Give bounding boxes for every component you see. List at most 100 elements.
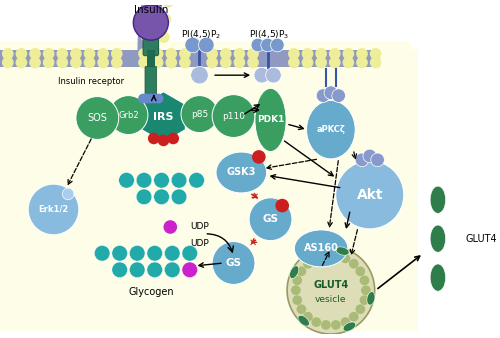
Text: GLUT4: GLUT4 [313,281,348,290]
Circle shape [138,48,150,59]
Circle shape [356,266,365,276]
Circle shape [324,86,338,99]
Circle shape [254,67,270,83]
Circle shape [336,161,404,229]
Circle shape [316,89,330,102]
Text: GS: GS [262,214,278,224]
Text: Glycogen: Glycogen [128,287,174,297]
Circle shape [172,172,187,188]
Text: aPKCζ: aPKCζ [316,125,346,134]
Circle shape [234,57,245,68]
FancyBboxPatch shape [0,41,412,329]
Text: p110: p110 [222,112,245,121]
Circle shape [182,262,198,277]
Circle shape [291,285,300,295]
Text: UDP: UDP [190,239,208,248]
Circle shape [179,48,190,59]
Circle shape [288,57,300,68]
Polygon shape [138,0,418,50]
Circle shape [329,48,340,59]
Circle shape [276,199,289,212]
Circle shape [62,188,74,200]
Circle shape [111,57,122,68]
Circle shape [154,94,164,103]
Circle shape [179,57,190,68]
Circle shape [189,172,204,188]
Text: PI(4,5)P$_2$: PI(4,5)P$_2$ [182,28,222,41]
Circle shape [182,245,198,261]
Circle shape [292,295,302,305]
Circle shape [150,94,160,103]
Ellipse shape [430,264,446,291]
Text: vesicle: vesicle [315,295,346,305]
Circle shape [2,57,14,68]
Ellipse shape [343,322,355,331]
Text: Erk1/2: Erk1/2 [38,205,68,214]
Circle shape [29,57,41,68]
Circle shape [342,48,354,59]
Circle shape [164,262,180,277]
Circle shape [158,31,170,43]
Circle shape [136,189,152,204]
Circle shape [29,48,41,59]
Circle shape [111,48,122,59]
Circle shape [172,189,187,204]
Circle shape [355,153,369,167]
Circle shape [158,135,170,146]
Circle shape [303,259,313,269]
Circle shape [76,97,118,139]
Circle shape [302,48,314,59]
Circle shape [185,37,200,53]
Text: p85: p85 [191,110,208,119]
Circle shape [212,242,255,284]
Circle shape [138,94,148,103]
Ellipse shape [290,266,299,279]
Text: PI(4,5)P$_3$: PI(4,5)P$_3$ [250,28,290,41]
Circle shape [16,57,27,68]
Circle shape [2,48,14,59]
Circle shape [136,172,152,188]
Circle shape [84,48,96,59]
Circle shape [363,149,376,163]
Circle shape [331,320,340,330]
Ellipse shape [430,186,446,213]
Circle shape [249,198,292,241]
Circle shape [332,89,345,102]
Circle shape [220,48,232,59]
Circle shape [152,48,164,59]
Circle shape [130,262,145,277]
Circle shape [152,57,164,68]
Circle shape [142,11,154,23]
Ellipse shape [336,247,349,255]
Circle shape [70,48,82,59]
Circle shape [43,57,54,68]
Circle shape [234,48,245,59]
Circle shape [206,57,218,68]
Circle shape [142,94,152,103]
Circle shape [329,57,340,68]
Circle shape [198,37,214,53]
Circle shape [190,67,208,84]
Circle shape [28,184,79,235]
Circle shape [94,245,110,261]
Circle shape [316,48,327,59]
Circle shape [349,312,358,321]
Circle shape [261,38,274,52]
Circle shape [370,48,382,59]
Circle shape [147,262,162,277]
Text: GS: GS [226,258,242,268]
Circle shape [360,295,370,305]
Circle shape [252,150,266,164]
Ellipse shape [298,315,310,326]
Circle shape [98,57,109,68]
Circle shape [356,57,368,68]
Circle shape [292,275,302,285]
Circle shape [340,254,350,263]
Circle shape [349,259,358,269]
Text: SOS: SOS [88,113,108,123]
Circle shape [84,57,96,68]
Circle shape [112,245,128,261]
Circle shape [166,57,177,68]
Circle shape [56,57,68,68]
Circle shape [220,57,232,68]
